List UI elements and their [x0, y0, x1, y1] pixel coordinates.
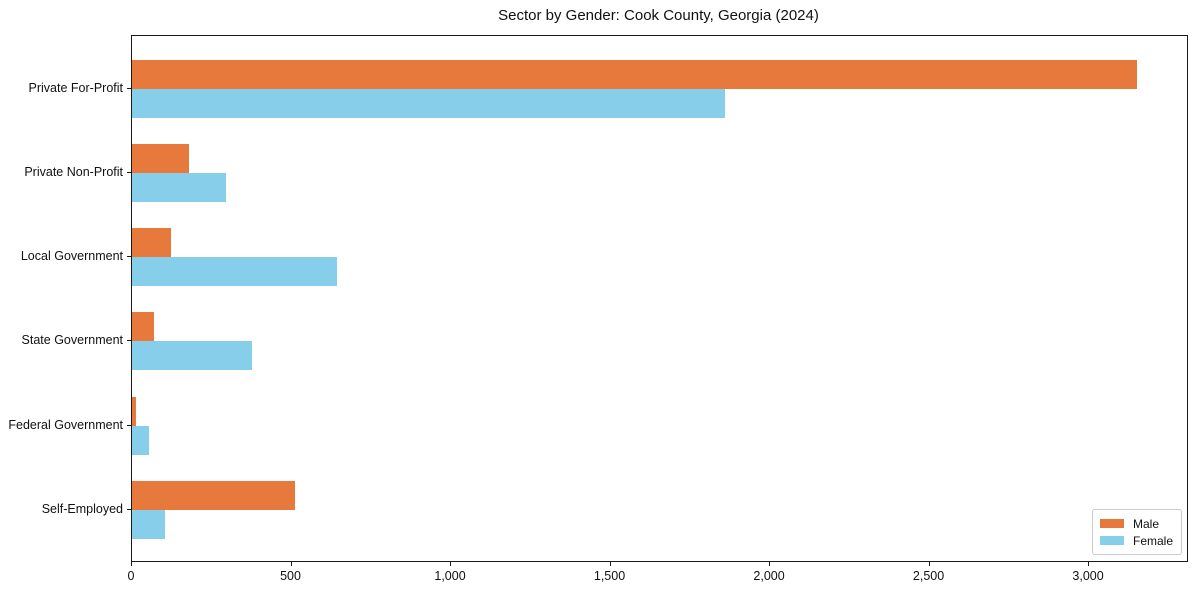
x-tick-0: [131, 562, 132, 566]
x-label-1500: 1,500: [593, 569, 626, 583]
x-label-500: 500: [280, 569, 301, 583]
male-series-swatch: [1100, 519, 1124, 528]
bar-male-private-for-profit: [132, 59, 1137, 89]
y-tick-private-non-profit: [127, 171, 131, 173]
x-tick-2000: [769, 562, 771, 566]
y-tick-state-government: [127, 340, 131, 342]
x-tick-2500: [928, 562, 930, 566]
bar-female-private-for-profit: [132, 88, 725, 118]
bar-male-local-government: [132, 228, 171, 258]
x-label-2500: 2,500: [912, 569, 945, 583]
y-label-state-government: State Government: [21, 333, 123, 348]
y-tick-self-employed: [127, 509, 131, 510]
y-label-private-non-profit: Private Non-Profit: [24, 164, 123, 179]
legend-label-female: Female: [1133, 533, 1174, 548]
x-tick-1000: [450, 562, 452, 566]
bar-male-federal-government: [132, 396, 136, 426]
x-tick-3000: [1088, 562, 1090, 566]
bar-female-state-government: [132, 341, 252, 371]
legend-item-male: Male: [1100, 515, 1174, 532]
legend-item-female: Female: [1100, 532, 1174, 549]
y-label-federal-government: Federal Government: [8, 417, 123, 432]
x-label-1000: 1,000: [434, 569, 466, 583]
chart-title: Sector by Gender: Cook County, Georgia (…: [498, 7, 819, 24]
female-series-swatch: [1100, 536, 1124, 545]
x-label-3000: 3,000: [1072, 569, 1104, 583]
y-label-private-for-profit: Private For-Profit: [28, 80, 123, 95]
legend: Male Female: [1092, 509, 1182, 555]
legend-label-male: Male: [1133, 516, 1160, 531]
y-tick-federal-government: [127, 424, 131, 426]
y-label-self-employed: Self-Employed: [41, 502, 123, 516]
x-label-2000: 2,000: [753, 569, 785, 583]
x-tick-1500: [609, 562, 611, 566]
bar-female-private-non-profit: [132, 172, 227, 202]
bar-female-self-employed: [132, 510, 166, 539]
bar-female-local-government: [132, 257, 338, 287]
y-tick-local-government: [127, 256, 131, 258]
x-label-0: 0: [127, 569, 135, 583]
bar-female-federal-government: [132, 425, 150, 455]
y-label-local-government: Local Government: [20, 249, 123, 264]
bar-male-private-non-profit: [132, 143, 190, 173]
bar-male-self-employed: [132, 481, 295, 510]
plot-area: Male Female: [131, 35, 1188, 562]
y-tick-private-for-profit: [127, 87, 131, 89]
bar-male-state-government: [132, 312, 154, 342]
x-tick-500: [290, 562, 292, 566]
